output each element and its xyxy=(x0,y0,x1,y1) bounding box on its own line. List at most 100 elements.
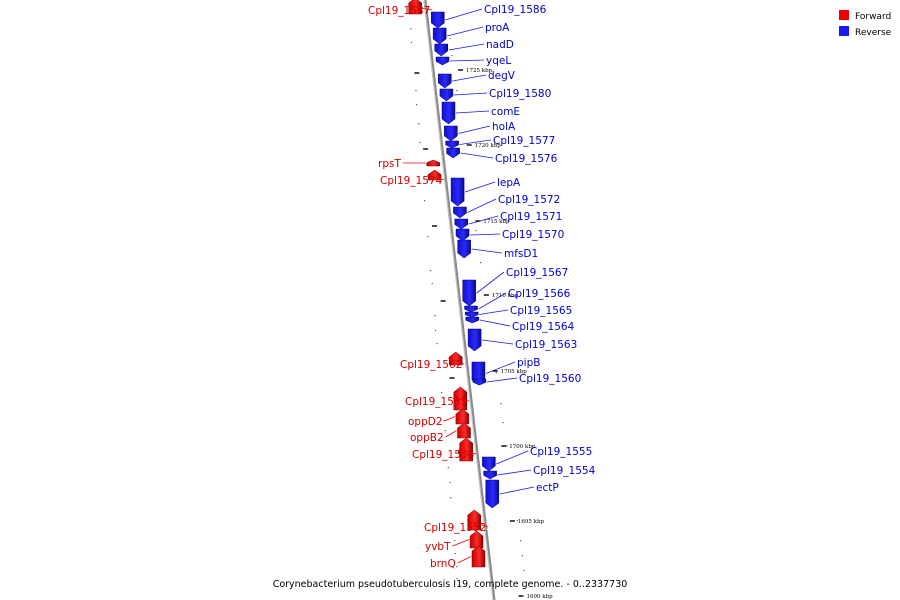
gene-feature-nadd[interactable] xyxy=(434,43,448,57)
gene-label-cpl19_1565[interactable]: Cpl19_1565 xyxy=(510,305,572,317)
gene-feature-cpl19_1567[interactable] xyxy=(462,279,476,307)
position-dot xyxy=(424,200,426,202)
position-dot xyxy=(441,392,443,394)
position-dot xyxy=(502,422,504,424)
gene-label-cpl19_1555[interactable]: Cpl19_1555 xyxy=(530,446,592,458)
gene-feature-rpst[interactable] xyxy=(426,159,440,167)
gene-leader-line xyxy=(467,198,497,213)
gene-label-cpl19_1554[interactable]: Cpl19_1554 xyxy=(533,465,596,477)
legend-label-forward: Forward xyxy=(855,12,891,22)
legend: Forward Reverse xyxy=(839,10,892,38)
gene-leader-line xyxy=(479,319,511,327)
gene-label-yvbt[interactable]: yvbT xyxy=(425,541,451,553)
gene-leader-line xyxy=(445,8,483,21)
gene-label-cpl19_1577[interactable]: Cpl19_1577 xyxy=(493,135,555,147)
position-dot xyxy=(415,104,418,106)
gene-feature-cpl19_1580[interactable] xyxy=(439,88,454,102)
gene-label-cpl19_1570[interactable]: Cpl19_1570 xyxy=(502,229,564,241)
scale-tick-label: 1715 kbp xyxy=(483,219,510,225)
gene-label-yqel[interactable]: yqeL xyxy=(486,55,511,67)
gene-label-lepa[interactable]: lepA xyxy=(497,177,521,189)
gene-feature-come[interactable] xyxy=(441,101,456,125)
gene-feature-cpl19_1566[interactable] xyxy=(464,305,478,313)
gene-feature-cpl19_1571[interactable] xyxy=(454,218,469,230)
gene-feature-cpl19_1552[interactable] xyxy=(467,509,482,531)
gene-label-cpl19_1566[interactable]: Cpl19_1566 xyxy=(508,288,571,300)
gene-feature-brnq[interactable] xyxy=(471,545,486,568)
position-dot xyxy=(443,420,445,422)
gene-label-oppb2[interactable]: oppB2 xyxy=(410,432,444,444)
gene-leader-line xyxy=(466,519,489,528)
gene-feature-cpl19_1577[interactable] xyxy=(445,140,459,149)
gene-label-cpl19_1586[interactable]: Cpl19_1586 xyxy=(484,4,547,16)
gene-feature-yvbt[interactable] xyxy=(469,530,484,549)
gene-feature-cpl19_1570[interactable] xyxy=(455,228,470,242)
position-dot xyxy=(418,123,420,125)
legend-swatch-forward xyxy=(839,10,849,20)
gene-label-brnq[interactable]: brnQ xyxy=(430,558,456,570)
position-dot xyxy=(500,403,502,405)
gene-leader-line xyxy=(464,181,496,193)
gene-feature-cpl19_1554[interactable] xyxy=(483,470,497,480)
gene-feature-degv[interactable] xyxy=(438,73,452,89)
gene-feature-cpl19_1563[interactable] xyxy=(467,328,482,352)
gene-labels: Cpl19_1587 Cpl19_1586 proA nadD yqeL degV Cpl1… xyxy=(368,4,596,570)
gene-label-cpl19_1559[interactable]: Cpl19_1559 xyxy=(405,396,467,408)
gene-label-cpl19_1574[interactable]: Cpl19_1574 xyxy=(380,175,443,187)
gene-label-cpl19_1576[interactable]: Cpl19_1576 xyxy=(495,153,558,165)
gene-feature-hola[interactable] xyxy=(444,125,458,142)
gene-label-cpl19_1563[interactable]: Cpl19_1563 xyxy=(515,339,577,351)
gene-label-cpl19_1564[interactable]: Cpl19_1564 xyxy=(512,321,575,333)
gene-label-come[interactable]: comE xyxy=(491,106,520,118)
gene-feature-ectp[interactable] xyxy=(485,479,500,509)
gene-label-cpl19_1580[interactable]: Cpl19_1580 xyxy=(489,88,551,100)
gene-feature-oppd2[interactable] xyxy=(455,408,470,425)
position-dot xyxy=(434,315,436,317)
gene-feature-mfsd1[interactable] xyxy=(457,239,471,259)
gene-feature-oppb2[interactable] xyxy=(457,422,471,439)
gene-feature-proa[interactable] xyxy=(432,27,447,45)
gene-feature-cpl19_1572[interactable] xyxy=(453,206,467,219)
gene-label-cpl19_1562[interactable]: Cpl19_1562 xyxy=(400,359,462,371)
position-dot xyxy=(436,343,438,345)
gene-feature-cpl19_1556[interactable] xyxy=(459,437,473,462)
gene-label-cpl19_1560[interactable]: Cpl19_1560 xyxy=(519,373,581,385)
gene-label-cpl19_1552[interactable]: Cpl19_1552 xyxy=(424,522,486,534)
gene-label-degv[interactable]: degV xyxy=(488,70,516,82)
genome-backbone-highlight xyxy=(423,0,494,600)
position-dot xyxy=(430,270,432,272)
gene-feature-cpl19_1586[interactable] xyxy=(431,11,445,29)
gene-label-pipb[interactable]: pipB xyxy=(517,357,540,369)
gene-label-cpl19_1587[interactable]: Cpl19_1587 xyxy=(368,5,430,17)
gene-feature-cpl19_1562[interactable] xyxy=(448,351,463,366)
gene-label-cpl19_1567[interactable]: Cpl19_1567 xyxy=(506,267,568,279)
gene-feature-cpl19_1565[interactable] xyxy=(464,311,479,318)
gene-label-cpl19_1572[interactable]: Cpl19_1572 xyxy=(498,194,560,206)
gene-feature-cpl19_1574[interactable] xyxy=(427,169,442,181)
gene-label-proa[interactable]: proA xyxy=(485,22,510,34)
position-dot xyxy=(506,445,508,447)
position-dot xyxy=(431,283,433,285)
gene-leader-line xyxy=(452,398,470,402)
gene-feature-yqel[interactable] xyxy=(435,56,450,66)
gene-feature-lepa[interactable] xyxy=(450,177,465,207)
gene-feature-cpl19_1560[interactable] xyxy=(472,378,487,386)
gene-label-rpst[interactable]: rpsT xyxy=(378,158,401,170)
gene-label-nadd[interactable]: nadD xyxy=(486,39,514,51)
gene-label-hola[interactable]: holA xyxy=(492,121,516,133)
gene-leader-line xyxy=(445,430,457,438)
gene-label-cpl19_1571[interactable]: Cpl19_1571 xyxy=(500,211,562,223)
position-dot xyxy=(454,553,456,555)
gene-label-ectp[interactable]: ectP xyxy=(536,482,559,494)
position-dot xyxy=(449,482,451,484)
gene-label-cpl19_1556[interactable]: Cpl19_1556 xyxy=(412,449,475,461)
gene-leader-line xyxy=(452,539,470,547)
gene-feature-cpl19_1576[interactable] xyxy=(446,147,460,159)
gene-feature-cpl19_1555[interactable] xyxy=(482,456,496,472)
gene-label-mfsd1[interactable]: mfsD1 xyxy=(504,248,538,260)
gene-label-oppd2[interactable]: oppD2 xyxy=(408,416,443,428)
scale-tick-label: 1705 kbp xyxy=(501,369,528,375)
gene-leader-line xyxy=(499,486,535,495)
gene-feature-cpl19_1564[interactable] xyxy=(465,316,480,324)
gene-leader-line xyxy=(497,469,532,476)
